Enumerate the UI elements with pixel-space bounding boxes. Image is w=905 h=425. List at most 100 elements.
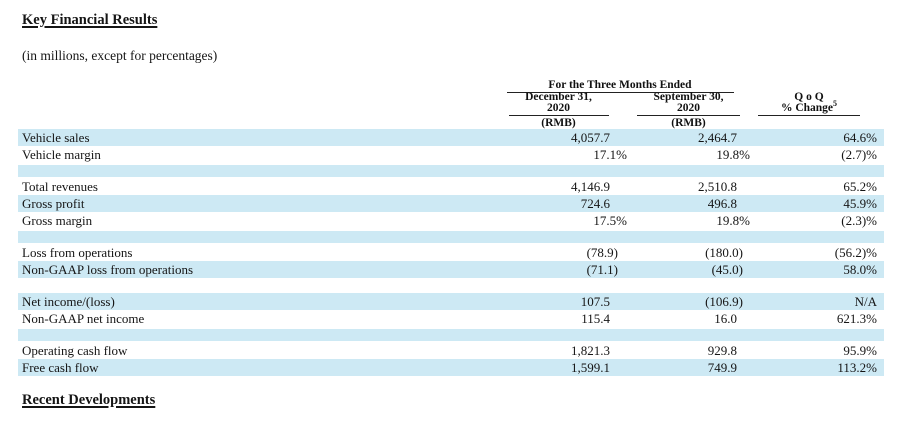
table-row: Loss from operations (78.9) (180.0) (56.2)% — [18, 244, 884, 261]
row-label: Net income/(loss) — [22, 294, 115, 309]
row-label: Vehicle sales — [22, 130, 90, 145]
cell-sep-2020: (45.0) — [711, 262, 743, 277]
column-header-qoq-line2: % Change5 — [780, 98, 838, 114]
cell-qoq-change — [750, 165, 884, 177]
cell-dec-2020 — [490, 165, 627, 177]
table-body: Vehicle sales 4,057.7 2,464.7 64.6% Vehicle … — [18, 129, 884, 376]
table-row: Vehicle sales 4,057.7 2,464.7 64.6% — [18, 129, 884, 146]
cell-dec-2020 — [490, 329, 627, 341]
column-header-qoq-line1: Q o Q — [794, 91, 824, 103]
cell-qoq-change: 95.9% — [843, 343, 877, 358]
row-label — [18, 231, 490, 243]
cell-sep-2020: 749.9 — [707, 360, 737, 375]
cell-dec-2020: 107.5 — [580, 294, 610, 309]
header-spacer — [18, 78, 490, 93]
row-label: Gross profit — [22, 196, 85, 211]
cell-qoq-change: 65.2% — [843, 179, 877, 194]
row-label: Loss from operations — [22, 245, 133, 260]
row-label: Free cash flow — [22, 360, 99, 375]
cell-sep-2020: 496.8 — [707, 196, 737, 211]
row-label — [18, 329, 490, 341]
period-header-row: For the Three Months Ended — [18, 78, 884, 93]
cell-dec-2020: (71.1) — [586, 262, 618, 277]
cell-qoq-change: (2.3)% — [841, 213, 877, 228]
table-row: Vehicle margin 17.1% 19.8% (2.7)% — [18, 146, 884, 163]
cell-sep-2020 — [627, 280, 750, 292]
column-header-sep-2020: September 30, 2020 — [627, 92, 750, 116]
cell-qoq-change: (56.2)% — [834, 245, 877, 260]
page-title: Key Financial Results — [22, 12, 158, 28]
column-header-row: December 31, 2020 September 30, 2020 Q o… — [18, 92, 884, 116]
cell-dec-2020: 115.4 — [581, 311, 610, 326]
unit-label-dec: (RMB) — [541, 117, 576, 129]
cell-dec-2020: 724.6 — [580, 196, 610, 211]
cell-qoq-change: 113.2% — [837, 360, 877, 375]
cell-dec-2020: (78.9) — [586, 245, 618, 260]
column-header-qoq-change: Q o Q % Change5 — [750, 92, 884, 116]
table-row: Total revenues 4,146.9 2,510.8 65.2% — [18, 178, 884, 195]
table-row: Non-GAAP loss from operations (71.1) (45.0… — [18, 261, 884, 278]
next-section-heading: Recent Developments — [22, 392, 156, 408]
cell-dec-2020: 17.1% — [593, 147, 627, 162]
cell-sep-2020: 929.8 — [707, 343, 737, 358]
column-header-sep-line1: September 30, — [653, 91, 724, 103]
cell-qoq-change: 45.9% — [843, 196, 877, 211]
cell-sep-2020 — [627, 231, 750, 243]
cell-sep-2020 — [627, 165, 750, 177]
cell-qoq-change — [750, 329, 884, 341]
cell-sep-2020: 19.8% — [716, 147, 750, 162]
cell-sep-2020: 19.8% — [716, 213, 750, 228]
table-spacer-row — [18, 230, 884, 243]
cell-sep-2020: (180.0) — [705, 245, 743, 260]
period-header-label: For the Three Months Ended — [506, 79, 734, 93]
table-spacer-row — [18, 164, 884, 177]
footnote-marker: 5 — [833, 98, 838, 108]
cell-dec-2020 — [490, 231, 627, 243]
unit-label-sep: (RMB) — [671, 117, 706, 129]
header-spacer — [18, 117, 490, 129]
table-row: Non-GAAP net income 115.4 16.0 621.3% — [18, 310, 884, 327]
column-header-dec-2020: December 31, 2020 — [490, 92, 627, 116]
cell-sep-2020: 16.0 — [714, 311, 737, 326]
cell-sep-2020: 2,510.8 — [698, 179, 737, 194]
table-units-note: (in millions, except for percentages) — [22, 48, 218, 63]
cell-dec-2020: 1,821.3 — [571, 343, 610, 358]
table-row: Free cash flow 1,599.1 749.9 113.2% — [18, 359, 884, 376]
table-row: Gross profit 724.6 496.8 45.9% — [18, 195, 884, 212]
financial-results-table: For the Three Months Ended December 31, … — [18, 78, 884, 376]
row-label: Total revenues — [22, 179, 98, 194]
cell-qoq-change: N/A — [854, 294, 877, 309]
cell-sep-2020: (106.9) — [705, 294, 743, 309]
column-header-dec-line2: 2020 — [547, 101, 570, 114]
table-row: Net income/(loss) 107.5 (106.9) N/A — [18, 293, 884, 310]
table-row: Gross margin 17.5% 19.8% (2.3)% — [18, 212, 884, 229]
table-spacer-row — [18, 328, 884, 341]
cell-qoq-change — [750, 280, 884, 292]
cell-qoq-change — [750, 231, 884, 243]
column-header-sep-line2: 2020 — [677, 101, 700, 114]
column-header-dec-line1: December 31, — [525, 91, 592, 103]
row-label: Gross margin — [22, 213, 93, 228]
cell-dec-2020 — [490, 280, 627, 292]
cell-dec-2020: 4,057.7 — [571, 130, 610, 145]
cell-sep-2020 — [627, 329, 750, 341]
row-label: Operating cash flow — [22, 343, 128, 358]
cell-qoq-change: (2.7)% — [841, 147, 877, 162]
unit-header-row: (RMB) (RMB) — [18, 116, 884, 129]
cell-dec-2020: 17.5% — [593, 213, 627, 228]
cell-dec-2020: 4,146.9 — [571, 179, 610, 194]
row-label — [18, 165, 490, 177]
table-row: Operating cash flow 1,821.3 929.8 95.9% — [18, 342, 884, 359]
cell-dec-2020: 1,599.1 — [571, 360, 610, 375]
cell-sep-2020: 2,464.7 — [698, 130, 737, 145]
cell-qoq-change: 621.3% — [836, 311, 877, 326]
table-header: For the Three Months Ended December 31, … — [18, 78, 884, 129]
row-label: Non-GAAP loss from operations — [22, 262, 194, 277]
header-spacer — [750, 117, 884, 129]
cell-qoq-change: 64.6% — [843, 130, 877, 145]
period-header-cell: For the Three Months Ended — [490, 78, 750, 93]
row-label: Vehicle margin — [22, 147, 101, 162]
cell-qoq-change: 58.0% — [843, 262, 877, 277]
table-spacer-row — [18, 280, 884, 292]
